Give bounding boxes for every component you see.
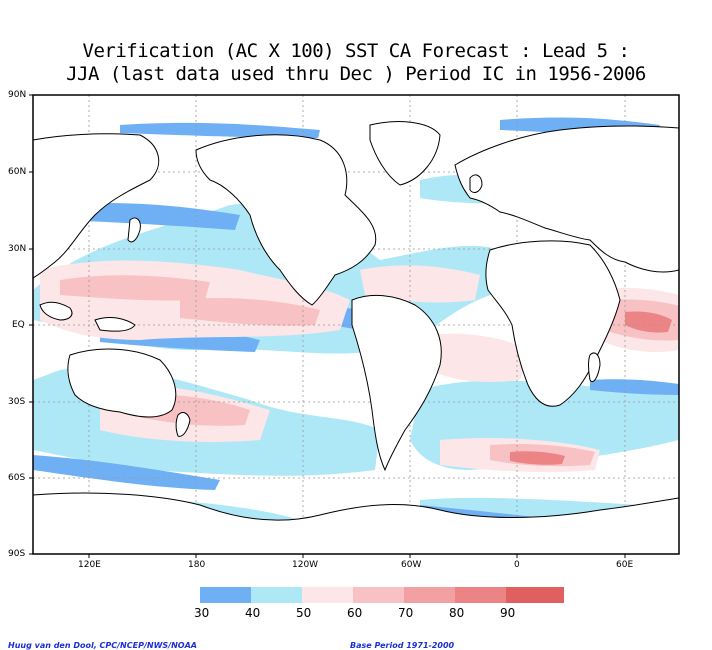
legend-label-70: 70 <box>398 606 414 620</box>
north-america-outline <box>195 134 377 306</box>
madagascar-outline <box>588 352 601 383</box>
map-title-line1: Verification (AC X 100) SST CA Forecast … <box>82 40 630 62</box>
greenland-outline <box>369 121 441 186</box>
africa-outline <box>485 240 621 407</box>
new-guinea-outline <box>94 317 136 332</box>
legend-label-30: 30 <box>194 606 210 620</box>
asia-west-outline <box>33 133 160 279</box>
legend-swatch-70-80 <box>404 587 455 603</box>
new-zealand-outline <box>175 412 191 437</box>
legend-swatch-60-70 <box>353 587 404 603</box>
lon-label-120e: 120E <box>78 560 101 570</box>
lat-label-eq: EQ <box>12 320 25 330</box>
lon-label-60w: 60W <box>401 560 422 570</box>
lat-label-60s: 60S <box>8 473 26 483</box>
lat-label-30s: 30S <box>8 397 26 407</box>
antarctica-outline <box>33 492 679 554</box>
british-isles-outline <box>469 174 483 193</box>
legend-swatch-90plus <box>506 587 564 603</box>
indonesia-outline <box>39 301 73 321</box>
lat-label-90n: 90N <box>8 90 27 100</box>
legend-label-40: 40 <box>245 606 261 620</box>
lon-label-180: 180 <box>188 560 206 570</box>
eurasia-outline <box>454 125 679 273</box>
lon-label-0: 0 <box>514 560 520 570</box>
skill-shading-darkred <box>510 311 672 465</box>
land-outlines <box>33 121 679 554</box>
legend-swatch-50-60 <box>302 587 353 603</box>
legend-swatch-30-40 <box>200 587 251 603</box>
legend-swatch-80-90 <box>455 587 506 603</box>
axis-ticks <box>29 94 626 558</box>
lat-label-60n: 60N <box>8 167 27 177</box>
footer-credit: Huug van den Dool, CPC/NCEP/NWS/NOAA <box>8 641 197 650</box>
legend-swatch-40-50 <box>251 587 302 603</box>
lon-label-120w: 120W <box>292 560 319 570</box>
lat-label-30n: 30N <box>8 244 27 254</box>
footer-base-period: Base Period 1971-2000 <box>350 641 455 650</box>
australia-outline <box>67 348 177 418</box>
legend-label-60: 60 <box>347 606 363 620</box>
south-america-outline <box>351 295 442 472</box>
map-area <box>33 95 679 554</box>
lon-label-60e: 60E <box>616 560 634 570</box>
map-title-line2: JJA (last data used thru Dec ) Period IC… <box>66 63 646 85</box>
japan-outline <box>127 217 141 243</box>
legend-label-90: 90 <box>500 606 516 620</box>
lat-label-90s: 90S <box>8 549 26 559</box>
legend-label-80: 80 <box>449 606 465 620</box>
legend-label-50: 50 <box>296 606 312 620</box>
